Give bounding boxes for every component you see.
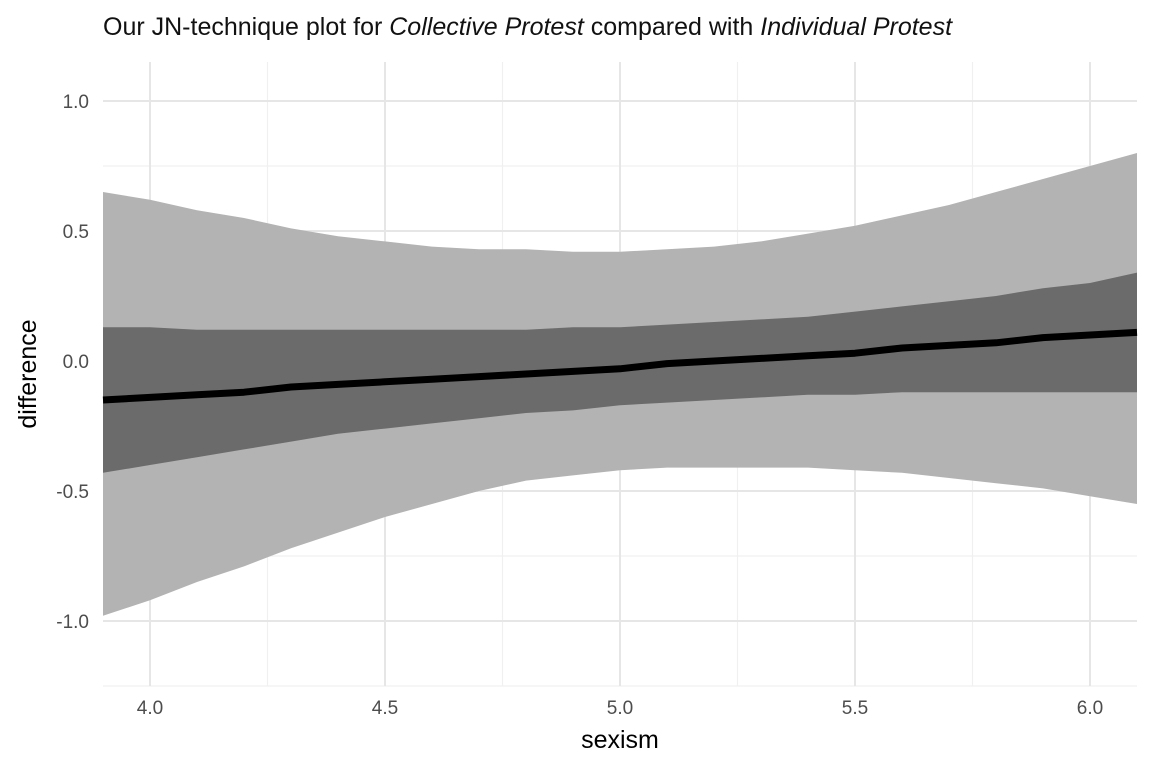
x-axis-title: sexism: [581, 726, 659, 754]
y-tick-label: -1.0: [56, 612, 89, 633]
y-tick-label: -0.5: [56, 482, 89, 503]
chart-title-prefix: Our JN-technique plot for: [103, 13, 389, 41]
y-tick-label: 0.5: [63, 222, 89, 243]
x-tick-label: 4.5: [372, 698, 398, 719]
y-tick-label: 0.0: [63, 352, 89, 373]
x-tick-label: 6.0: [1077, 698, 1103, 719]
plot-area: [102, 62, 1138, 687]
x-tick-label: 5.0: [607, 698, 633, 719]
chart-title-emph-1: Collective Protest: [389, 13, 585, 41]
confidence-bands: [103, 153, 1137, 616]
chart-title: Our JN-technique plot for Collective Pro…: [103, 13, 953, 41]
x-axis-ticks: 4.0 4.5 5.0 5.5 6.0: [137, 698, 1103, 719]
y-axis-title: difference: [14, 319, 42, 428]
y-tick-label: 1.0: [63, 92, 89, 113]
inner-confidence-band: [103, 272, 1137, 473]
x-tick-label: 5.5: [842, 698, 868, 719]
difference-estimate-line: [102, 328, 1138, 404]
chart-title-emph-2: Individual Protest: [760, 13, 953, 41]
y-axis-ticks: 1.0 0.5 0.0 -0.5 -1.0: [56, 92, 89, 633]
x-tick-label: 4.0: [137, 698, 163, 719]
series-lines: [102, 328, 1138, 404]
chart-title-middle: compared with: [584, 13, 760, 41]
